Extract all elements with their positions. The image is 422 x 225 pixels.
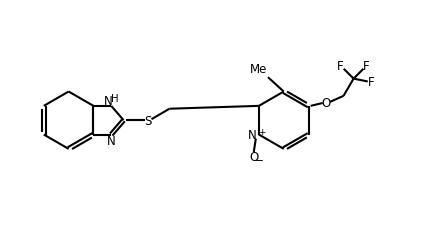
Text: −: − <box>254 155 263 165</box>
Text: O: O <box>321 97 330 110</box>
Text: H: H <box>111 94 119 104</box>
Text: +: + <box>258 127 265 136</box>
Text: N: N <box>104 94 113 107</box>
Text: F: F <box>368 76 374 89</box>
Text: F: F <box>363 60 370 73</box>
Text: N: N <box>248 128 257 141</box>
Text: F: F <box>337 60 344 73</box>
Text: S: S <box>144 114 151 127</box>
Text: O: O <box>249 150 258 163</box>
Text: Me: Me <box>249 63 267 76</box>
Text: N: N <box>107 134 116 147</box>
